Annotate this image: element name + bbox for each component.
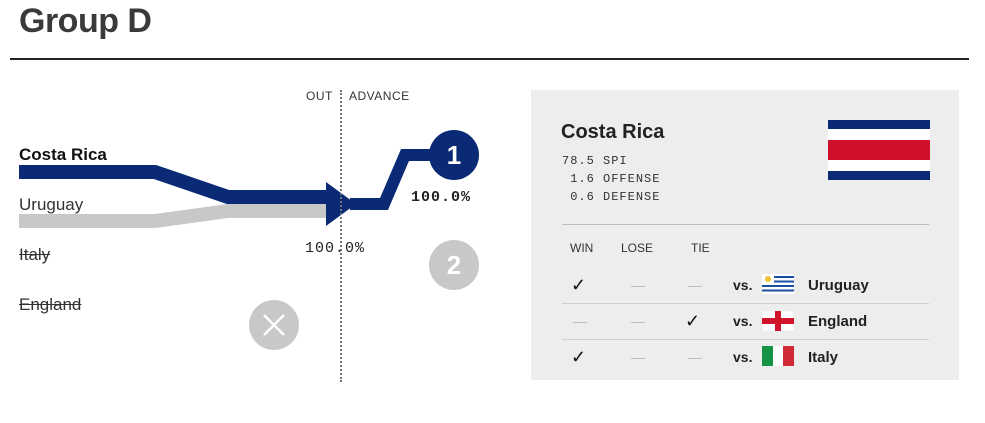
italy-flag-icon: [762, 346, 794, 366]
out-percentage: 100.0%: [305, 240, 366, 257]
vs-label: vs.: [733, 277, 753, 293]
team-label-england[interactable]: England: [19, 295, 82, 314]
match-row: — — ✓ vs. England: [562, 303, 929, 340]
tie-check-icon: ✓: [685, 310, 701, 331]
lose-dash: —: [631, 313, 645, 329]
match-row: ✓ — — vs. Uruguay: [562, 267, 929, 304]
team-label-costa-rica[interactable]: Costa Rica: [19, 145, 107, 164]
stat-offense-value: 1.6: [570, 172, 595, 186]
advance-column-label: ADVANCE: [349, 89, 410, 103]
uruguay-flag-icon: [762, 274, 794, 294]
group-title: Group D: [19, 2, 152, 40]
eliminated-x-icon: [249, 300, 299, 350]
panel-stats: 78.5 SPI 1.6 OFFENSE 0.6 DEFENSE: [562, 152, 660, 206]
stat-spi-value: 78.5: [562, 154, 595, 168]
costa-rica-flow-line: [19, 165, 330, 204]
lose-dash: —: [631, 277, 645, 293]
team-label-italy[interactable]: Italy: [19, 245, 51, 264]
tie-column-header: TIE: [691, 241, 710, 255]
uruguay-flow-line: [19, 204, 330, 228]
win-check-icon: ✓: [571, 346, 587, 367]
out-advance-divider: [340, 90, 342, 382]
lose-column-header: LOSE: [621, 241, 654, 255]
england-flag-icon: [762, 311, 794, 331]
stat-defense-label: DEFENSE: [603, 190, 661, 204]
first-place-percentage: 100.0%: [411, 189, 472, 206]
costa-rica-flag-icon: [828, 120, 930, 180]
first-place-badge: 1: [429, 130, 479, 180]
stat-defense-value: 0.6: [570, 190, 595, 204]
tie-dash: —: [688, 277, 702, 293]
tie-dash: —: [688, 349, 702, 365]
panel-divider: [562, 224, 929, 225]
win-dash: —: [573, 313, 587, 329]
second-place-badge: 2: [429, 240, 479, 290]
win-check-icon: ✓: [571, 274, 587, 295]
win-column-header: WIN: [570, 241, 594, 255]
panel-team-name: Costa Rica: [561, 121, 665, 143]
title-rule: [10, 58, 969, 60]
team-detail-panel: Costa Rica 78.5 SPI 1.6 OFFENSE 0.6 DEFE…: [531, 90, 959, 380]
vs-label: vs.: [733, 313, 753, 329]
opponent-england[interactable]: England: [808, 312, 868, 330]
vs-label: vs.: [733, 349, 753, 365]
stat-spi-label: SPI: [603, 154, 628, 168]
match-row: ✓ — — vs. Italy: [562, 339, 929, 375]
opponent-uruguay[interactable]: Uruguay: [808, 276, 869, 294]
out-column-label: OUT: [306, 89, 333, 103]
opponent-italy[interactable]: Italy: [808, 348, 839, 366]
stat-offense-label: OFFENSE: [603, 172, 661, 186]
costa-rica-advance-line: [350, 149, 440, 210]
lose-dash: —: [631, 349, 645, 365]
team-label-uruguay[interactable]: Uruguay: [19, 195, 84, 214]
